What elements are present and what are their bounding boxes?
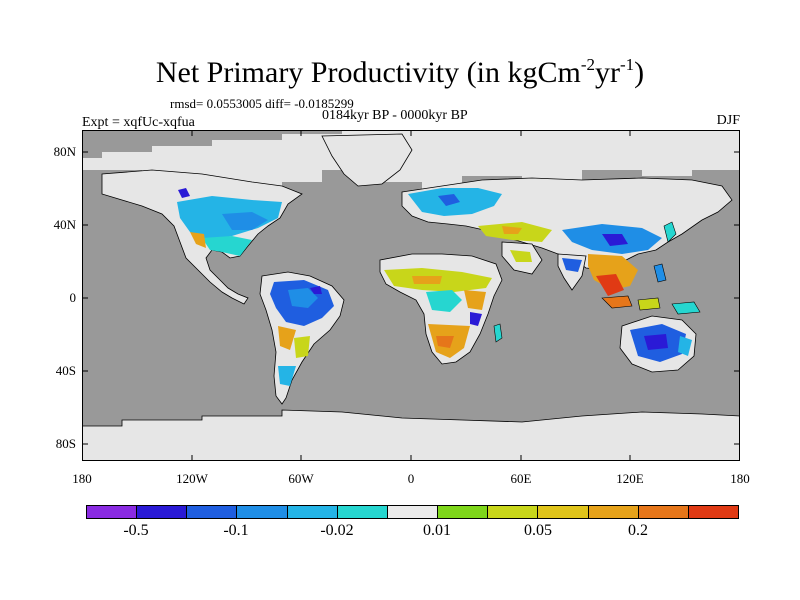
colorbar-label: -0.1	[223, 522, 249, 539]
lon-label-60w: 60W	[288, 471, 314, 486]
season-label: DJF	[716, 113, 740, 128]
sa-south-negative	[278, 366, 296, 386]
philippines	[653, 263, 667, 283]
colorbar-label: -0.5	[123, 522, 149, 539]
na-west-dark	[178, 188, 190, 198]
colorbar-segment-2	[187, 506, 238, 518]
southeast-asia-strong	[596, 274, 624, 296]
colorbar-label: 0.01	[423, 522, 451, 539]
colorbar-segment-0	[87, 506, 138, 518]
east-africa-dark	[470, 312, 482, 326]
colorbar-segment-12	[688, 506, 739, 518]
sa-positive-2	[294, 336, 310, 358]
colorbar-segment-10	[588, 506, 639, 518]
colorbar-segment-4	[287, 506, 338, 518]
world-map-panel	[82, 130, 740, 461]
congo-negative	[426, 290, 462, 312]
colorbar-segment-7	[438, 506, 489, 518]
indonesia-2	[637, 297, 661, 311]
central-asia-orange	[502, 226, 522, 234]
amazon-dark	[310, 286, 322, 294]
lon-label-0: 0	[407, 471, 415, 486]
lon-label-180e: 180	[730, 471, 750, 486]
east-africa-mixed	[464, 290, 486, 310]
colorbar-segment-6	[387, 506, 439, 518]
australia-core	[644, 334, 668, 350]
japan	[663, 221, 677, 243]
world-map	[82, 130, 740, 461]
india-negative	[562, 258, 582, 272]
colorbar-label: 0.2	[628, 522, 648, 539]
colorbar	[86, 505, 739, 519]
lon-label-60e: 60E	[510, 471, 532, 486]
australia-east	[678, 336, 692, 356]
plot-title: Net Primary Productivity (in kgCm-2yr-1)	[155, 55, 645, 89]
colorbar-segment-3	[237, 506, 288, 518]
southern-africa-strong	[436, 336, 454, 348]
sahel-orange	[412, 276, 442, 284]
europe-dark	[438, 194, 460, 206]
colorbar-segment-8	[488, 506, 539, 518]
east-asia-dark	[602, 234, 628, 246]
na-southeast	[202, 236, 252, 256]
arctic-land	[82, 130, 740, 192]
na-southwest	[190, 232, 206, 248]
na-negative-core	[222, 212, 268, 230]
colorbar-label: -0.02	[320, 522, 354, 539]
colorbar-segment-9	[538, 506, 589, 518]
amazon-core	[288, 288, 318, 308]
colorbar-segment-11	[638, 506, 689, 518]
lat-label-40n: 40N	[53, 217, 76, 232]
lon-label-180w: 180	[72, 471, 92, 486]
lon-label-120e: 120E	[616, 471, 644, 486]
colorbar-segment-1	[137, 506, 188, 518]
lat-label-80s: 80S	[55, 436, 76, 451]
sa-positive	[278, 326, 296, 350]
greenland	[321, 133, 413, 187]
lat-label-80n: 80N	[53, 144, 76, 159]
lon-label-120w: 120W	[176, 471, 208, 486]
lat-label-40s: 40S	[55, 363, 76, 378]
antarctica	[82, 409, 740, 461]
lat-label-0: 0	[69, 290, 77, 305]
colorbar-label: 0.05	[524, 522, 552, 539]
axis-ticks	[82, 130, 740, 461]
arabia-positive	[510, 250, 532, 262]
indonesia-1	[601, 295, 633, 309]
time-period-label: 0184kyr BP - 0000kyr BP	[322, 108, 468, 123]
madagascar	[493, 323, 503, 343]
new-guinea	[671, 301, 701, 315]
colorbar-segment-5	[337, 506, 388, 518]
rmsd-diff-stats: rmsd= 0.0553005 diff= -0.0185299	[170, 96, 354, 111]
experiment-label: Expt = xqfUc-xqfua	[82, 115, 195, 130]
